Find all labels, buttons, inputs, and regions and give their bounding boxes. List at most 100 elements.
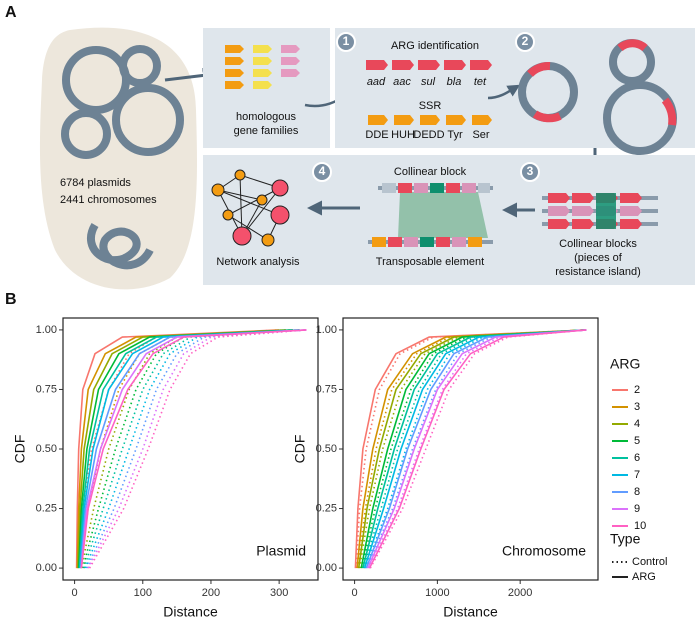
arg-gene-icons xyxy=(366,60,492,70)
gene-label: sul xyxy=(421,76,436,88)
annotated-plasmids xyxy=(518,39,677,155)
x-tick-label: 2000 xyxy=(508,587,532,599)
y-tick-label: 0.25 xyxy=(316,502,337,514)
y-axis-label: CDF xyxy=(12,435,28,464)
legend-label: 5 xyxy=(634,435,640,447)
gene-label: aac xyxy=(393,76,411,88)
cdf-line xyxy=(76,329,287,569)
legend-label: 10 xyxy=(634,520,646,532)
synteny-band xyxy=(398,192,488,238)
x-axis-label: Distance xyxy=(443,604,498,620)
step-title: resistance island) xyxy=(555,266,641,278)
svg-text:4: 4 xyxy=(319,164,326,178)
cdf-line xyxy=(362,329,587,569)
panel-b: 0.000.250.500.751.000 100 200 300PlasmidDis… xyxy=(12,317,667,620)
x-tick-label: 100 xyxy=(134,587,152,599)
y-tick-label: 0.00 xyxy=(316,562,337,574)
cdf-line xyxy=(77,329,293,569)
y-tick-label: 1.00 xyxy=(316,324,337,336)
svg-text:1: 1 xyxy=(343,34,350,48)
y-axis-label: CDF xyxy=(292,435,308,464)
step-title: SSR xyxy=(419,100,442,112)
cdf-line xyxy=(368,329,587,569)
legend-label: 9 xyxy=(634,503,640,515)
plasmid-icon xyxy=(112,84,184,156)
svg-text:3: 3 xyxy=(527,164,534,178)
cdf-line xyxy=(80,329,307,569)
step-title: Collinear blocks xyxy=(559,238,637,250)
network-icon xyxy=(211,169,290,247)
step-badge: 3 xyxy=(520,162,540,182)
legend-label: 4 xyxy=(634,418,640,430)
y-tick-label: 0.75 xyxy=(36,383,57,395)
gene-label: Ser xyxy=(472,129,489,141)
plot-frame xyxy=(62,317,319,581)
gene-label: DEDD xyxy=(413,129,444,141)
x-tick-label: 1000 xyxy=(425,587,449,599)
step-title: ARG identification xyxy=(391,40,479,52)
legend-label: 7 xyxy=(634,469,640,481)
svg-text:2: 2 xyxy=(522,34,529,48)
cdf-line xyxy=(87,329,307,569)
step-title: Network analysis xyxy=(216,256,300,268)
collinear-rows xyxy=(542,193,658,229)
y-tick-label: 0.25 xyxy=(36,502,57,514)
ssr-gene-icons xyxy=(368,115,492,125)
step-badge: 4 xyxy=(312,162,332,182)
cdf-line xyxy=(361,329,587,569)
cdf-line xyxy=(88,329,307,569)
step-title: (pieces of xyxy=(574,252,623,264)
cdf-line xyxy=(80,329,307,569)
gene-label: aad xyxy=(367,76,386,88)
box-label: gene families xyxy=(234,125,299,137)
plasmid-icon xyxy=(61,109,111,159)
gene-label: HUH xyxy=(391,129,415,141)
box-label: homologous xyxy=(236,111,296,123)
legend-label: 6 xyxy=(634,452,640,464)
cdf-line xyxy=(356,329,587,569)
genome-count: 2441 chromosomes xyxy=(60,194,157,206)
legend-label: ARG xyxy=(632,571,656,583)
cdf-line xyxy=(357,329,587,569)
legend-title: Type xyxy=(610,531,641,547)
legend-title: ARG xyxy=(610,356,640,372)
gene-row xyxy=(368,183,493,247)
panel-label: A xyxy=(5,4,17,21)
cdf-line xyxy=(82,329,293,569)
cdf-line xyxy=(365,329,587,569)
cdf-line xyxy=(355,329,587,569)
step-title: Collinear block xyxy=(394,166,467,178)
x-tick-label: 200 xyxy=(202,587,220,599)
legend-label: 2 xyxy=(634,384,640,396)
cdf-line xyxy=(79,329,300,569)
x-axis-label: Distance xyxy=(163,604,218,620)
legend-label: Control xyxy=(632,556,667,568)
step-badge: 2 xyxy=(515,32,535,52)
y-tick-label: 0.75 xyxy=(316,383,337,395)
cdf-line xyxy=(75,329,280,569)
cdf-line xyxy=(354,329,587,569)
cdf-line xyxy=(77,329,293,569)
gene-label: Tyr xyxy=(447,129,463,141)
gene-families xyxy=(225,45,300,89)
legend-label: 3 xyxy=(634,401,640,413)
x-tick-label: 0 xyxy=(352,587,358,599)
gene-label: DDE xyxy=(365,129,388,141)
cdf-line xyxy=(360,329,587,569)
gene-label: tet xyxy=(474,76,487,88)
plot-frame xyxy=(342,317,599,581)
gene-label: bla xyxy=(447,76,462,88)
cdf-line xyxy=(80,329,293,569)
cdf-line xyxy=(84,329,300,569)
panel-label: B xyxy=(5,291,17,308)
y-tick-label: 0.50 xyxy=(316,443,337,455)
cdf-line xyxy=(366,329,587,569)
y-tick-label: 0.50 xyxy=(36,443,57,455)
cdf-line xyxy=(363,329,587,569)
annotation: Plasmid xyxy=(256,543,306,559)
cdf-line xyxy=(78,329,300,569)
cdf-line xyxy=(364,329,587,569)
step-badge: 1 xyxy=(336,32,356,52)
cdf-line xyxy=(79,329,307,569)
